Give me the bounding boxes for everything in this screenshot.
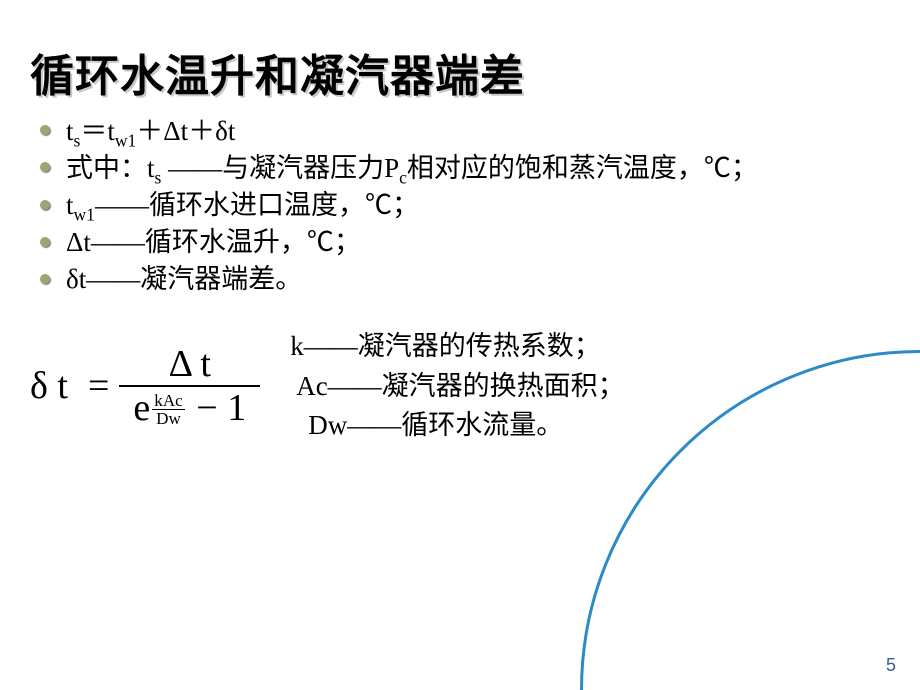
list-item: ts＝tw1＋Δt＋δt [40, 114, 880, 149]
slide: 循环水温升和凝汽器端差 ts＝tw1＋Δt＋δt 式中：ts ——与凝汽器压力P… [0, 0, 920, 690]
bullet-text: Δt——循环水温升，℃； [66, 227, 361, 257]
list-item: tw1——循环水进口温度，℃； [40, 188, 880, 223]
page-number: 5 [886, 655, 896, 676]
formula-row: δ t = Δ t ekAcDw − 1 k——凝汽器的传热系数； Ac——凝汽… [30, 327, 880, 444]
formula-lhs: δ t [30, 364, 68, 408]
formula: δ t = Δ t ekAcDw − 1 [30, 343, 270, 430]
formula-eq: = [88, 364, 109, 408]
formula-exponent: kAcDw [150, 392, 186, 427]
bullet-text: 式中：ts ——与凝汽器压力Pc相对应的饱和蒸汽温度，℃； [66, 153, 758, 183]
formula-fraction: Δ t ekAcDw − 1 [119, 343, 260, 430]
list-item: Δt——循环水温升，℃； [40, 225, 880, 260]
formula-base-e: e [133, 387, 150, 429]
formula-denominator: ekAcDw − 1 [119, 385, 260, 430]
legend-line: Ac——凝汽器的换热面积； [290, 367, 624, 406]
bullet-text: tw1——循环水进口温度，℃； [66, 190, 419, 220]
legend-line: k——凝汽器的传热系数； [290, 327, 624, 366]
formula-legend: k——凝汽器的传热系数； Ac——凝汽器的换热面积； Dw――循环水流量。 [270, 327, 624, 444]
bullet-text: ts＝tw1＋Δt＋δt [66, 116, 235, 146]
bullet-list: ts＝tw1＋Δt＋δt 式中：ts ——与凝汽器压力Pc相对应的饱和蒸汽温度，… [30, 114, 880, 297]
formula-numerator: Δ t [155, 343, 225, 385]
list-item: 式中：ts ——与凝汽器压力Pc相对应的饱和蒸汽温度，℃； [40, 151, 880, 186]
list-item: δt——凝汽器端差。 [40, 262, 880, 297]
bullet-text: δt——凝汽器端差。 [66, 264, 302, 294]
legend-line: Dw――循环水流量。 [290, 406, 624, 445]
formula-minus-one: − 1 [196, 387, 246, 429]
slide-title: 循环水温升和凝汽器端差 [30, 40, 880, 104]
